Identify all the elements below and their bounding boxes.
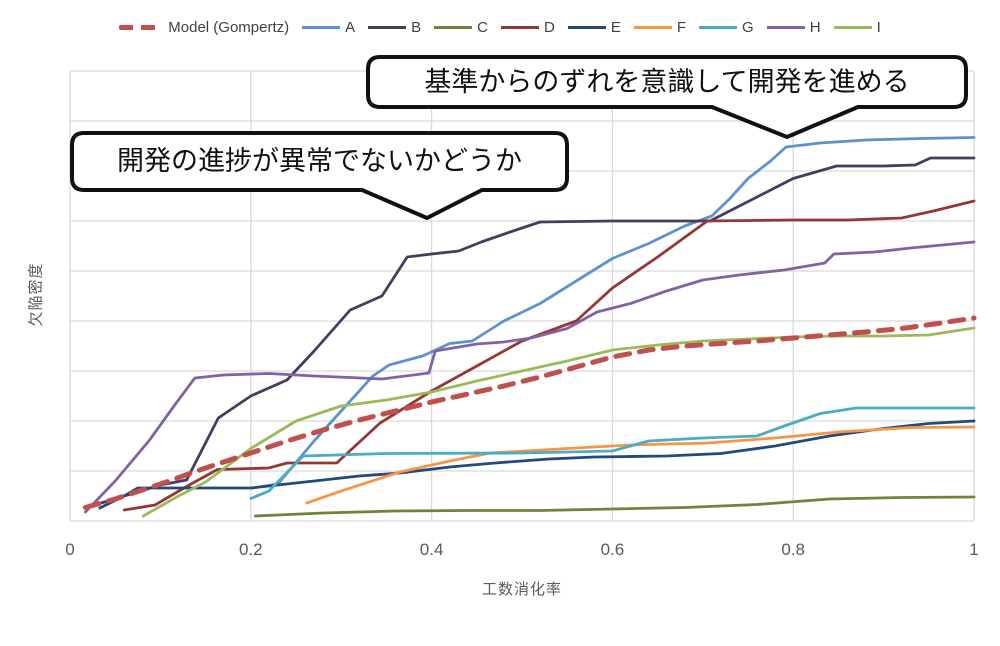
- legend-swatch-icon: [119, 24, 164, 30]
- legend-item-modelgompertz: Model (Gompertz): [119, 19, 289, 36]
- legend-label: I: [876, 18, 881, 36]
- x-tick-label: 0: [65, 540, 75, 559]
- legend-label: E: [610, 18, 621, 36]
- legend-item-d: D: [501, 19, 555, 36]
- legend-item-i: I: [833, 18, 881, 36]
- series-line-h: [84, 240, 976, 514]
- legend-label: H: [809, 18, 821, 36]
- legend-swatch-icon: [699, 25, 738, 29]
- legend-item-g: G: [699, 19, 754, 36]
- legend-item-b: B: [368, 19, 421, 36]
- legend-label: D: [544, 18, 555, 36]
- y-axis-title: 欠陥密度: [27, 262, 45, 327]
- legend-label: Model (Gompertz): [168, 18, 290, 36]
- legend-label: B: [411, 18, 422, 36]
- series-line-i: [141, 326, 976, 518]
- series-line-a: [251, 136, 976, 490]
- legend-item-f: F: [633, 18, 687, 36]
- legend-label: A: [345, 18, 356, 36]
- x-axis-title: 工数消化率: [481, 581, 562, 598]
- legend-swatch-icon: [833, 25, 872, 29]
- legend-item-h: H: [766, 18, 821, 36]
- series-line-g: [249, 406, 976, 500]
- legend-label: C: [477, 18, 489, 36]
- legend-swatch-icon: [501, 25, 540, 29]
- legend-item-c: C: [434, 19, 488, 36]
- legend-swatch-icon: [434, 25, 473, 29]
- x-tick-label: 0.6: [600, 540, 625, 559]
- legend-label: F: [676, 18, 687, 36]
- legend-swatch-icon: [368, 25, 407, 29]
- series-line-f: [305, 425, 976, 505]
- x-tick-label: 0.2: [238, 540, 263, 559]
- legend-item-a: A: [302, 19, 355, 36]
- callout-deviation-text: 基準からのずれを意識して開発を進める: [424, 67, 910, 97]
- series-line-c: [253, 495, 976, 518]
- chart-legend: Model (Gompertz) A B C D E F G H I: [0, 14, 1000, 40]
- legend-swatch-icon: [302, 25, 341, 29]
- legend-swatch-icon: [567, 25, 606, 29]
- legend-label: G: [742, 18, 754, 36]
- x-tick-label: 0.8: [781, 540, 806, 559]
- x-tick-label: 1: [969, 540, 979, 559]
- series-line-b: [86, 156, 976, 509]
- callout-progress-text: 開発の進捗が異常でないかどうか: [117, 146, 522, 176]
- series-line-d: [122, 199, 976, 512]
- series-line-model-gompertz-: [82, 315, 977, 510]
- legend-item-e: E: [567, 18, 621, 36]
- callout-progress-bubble: [70, 131, 569, 220]
- callout-deviation-bubble: [366, 55, 968, 139]
- legend-swatch-icon: [633, 25, 672, 29]
- x-tick-label: 0.4: [419, 540, 444, 559]
- legend-swatch-icon: [766, 25, 805, 29]
